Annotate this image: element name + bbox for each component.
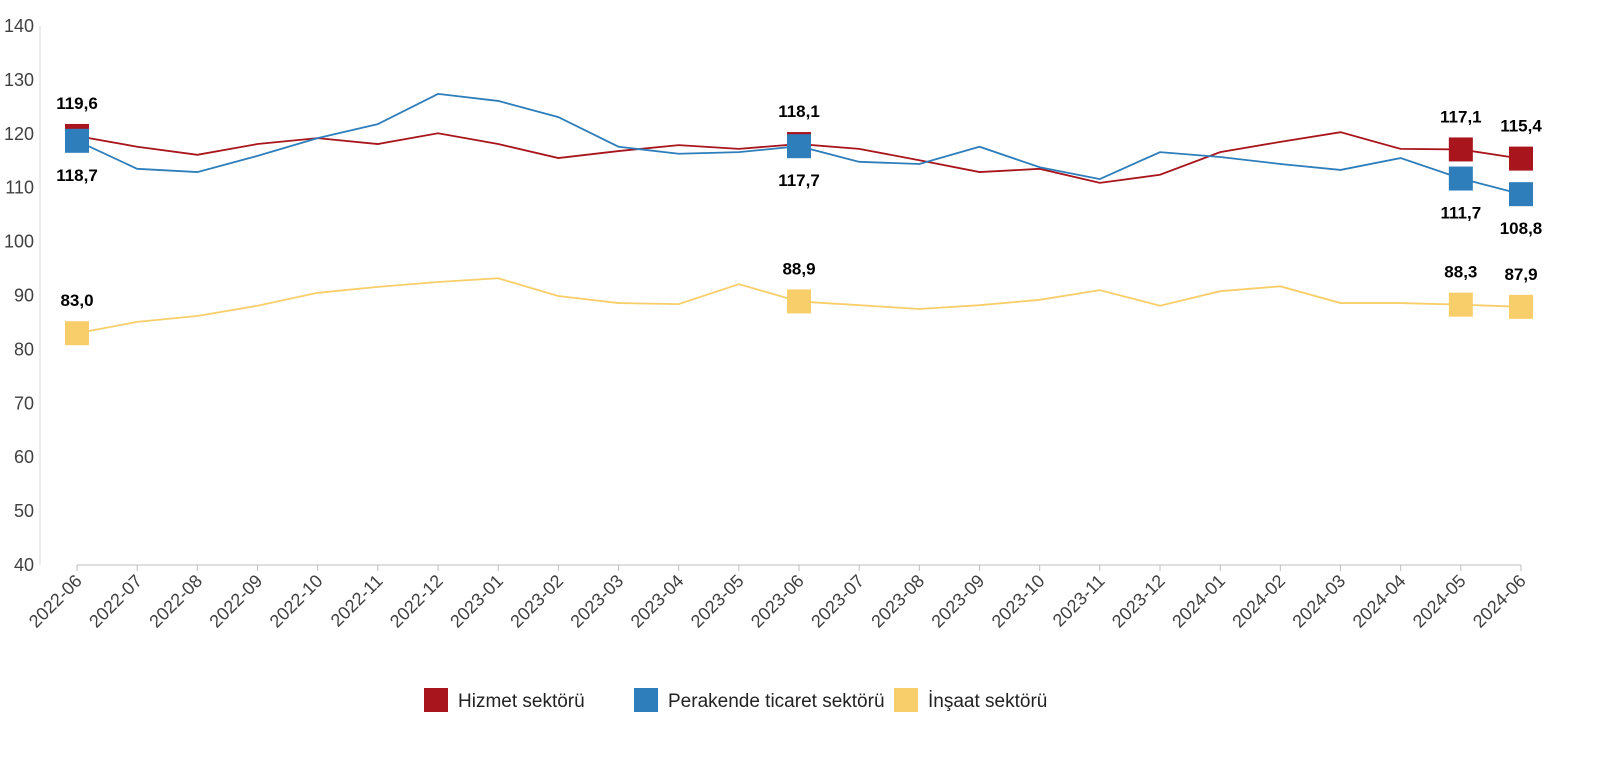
x-tick-label: 2023-01 [446,571,507,632]
y-tick-label: 130 [4,70,34,90]
x-tick-label: 2024-05 [1409,571,1470,632]
y-tick-label: 140 [4,16,34,36]
x-tick-label: 2024-02 [1228,571,1289,632]
x-tick-label: 2024-03 [1288,571,1349,632]
x-tick-label: 2023-10 [988,571,1049,632]
data-point-marker [1448,137,1473,162]
y-tick-label: 70 [14,393,34,413]
y-tick-label: 90 [14,286,34,306]
x-tick-label: 2023-06 [747,571,808,632]
data-point-marker [1509,146,1533,171]
x-tick-label: 2022-09 [205,571,266,632]
data-point-marker [1509,182,1533,207]
data-label: 108,8 [1500,219,1543,238]
data-label: 117,7 [778,171,820,190]
y-tick-label: 110 [5,178,34,198]
legend-label: Hizmet sektörü [458,691,585,712]
x-tick-label: 2022-10 [266,571,327,632]
y-tick-label: 120 [4,124,34,144]
data-label: 88,9 [782,259,815,278]
x-tick-label: 2024-04 [1349,571,1410,632]
data-label: 88,3 [1444,263,1477,282]
data-label: 83,0 [60,291,93,310]
data-label: 119,6 [56,94,98,113]
x-tick-label: 2022-07 [85,571,146,632]
legend-swatch [634,688,658,712]
x-tick-label: 2022-12 [386,571,447,632]
x-tick-label: 2022-06 [25,571,86,632]
x-tick-label: 2024-06 [1469,571,1530,632]
y-tick-label: 60 [14,447,34,467]
y-tick-label: 40 [14,555,34,575]
x-tick-label: 2024-01 [1168,571,1229,632]
data-point-marker [1448,166,1473,191]
data-point-marker [1509,294,1533,319]
x-tick-label: 2023-02 [506,571,567,632]
legend-swatch [424,688,448,712]
x-tick-label: 2023-09 [927,571,988,632]
legend-swatch [894,688,918,712]
x-tick-label: 2022-11 [327,571,387,631]
data-point-marker [787,134,811,159]
x-tick-label: 2023-04 [627,571,688,632]
legend-label: İnşaat sektörü [928,691,1047,712]
data-label: 118,7 [56,166,98,185]
data-point-marker [1448,292,1473,317]
y-tick-label: 80 [14,339,34,359]
y-tick-label: 50 [14,501,34,521]
data-label: 118,1 [778,102,820,121]
data-point-marker [65,128,89,153]
x-tick-label: 2023-07 [807,571,868,632]
data-label: 117,1 [1440,107,1482,126]
legend-label: Perakende ticaret sektörü [668,691,885,712]
y-tick-label: 100 [4,232,34,252]
data-label: 115,4 [1500,117,1542,136]
data-label: 111,7 [1440,204,1481,223]
x-tick-label: 2022-08 [145,571,206,632]
x-tick-label: 2023-12 [1108,571,1169,632]
data-point-marker [787,289,811,314]
data-label: 87,9 [1504,265,1537,284]
x-tick-label: 2023-11 [1049,571,1109,631]
x-tick-label: 2023-08 [867,571,928,632]
x-tick-label: 2023-03 [566,571,627,632]
data-point-marker [65,321,89,346]
x-tick-label: 2023-05 [687,571,748,632]
